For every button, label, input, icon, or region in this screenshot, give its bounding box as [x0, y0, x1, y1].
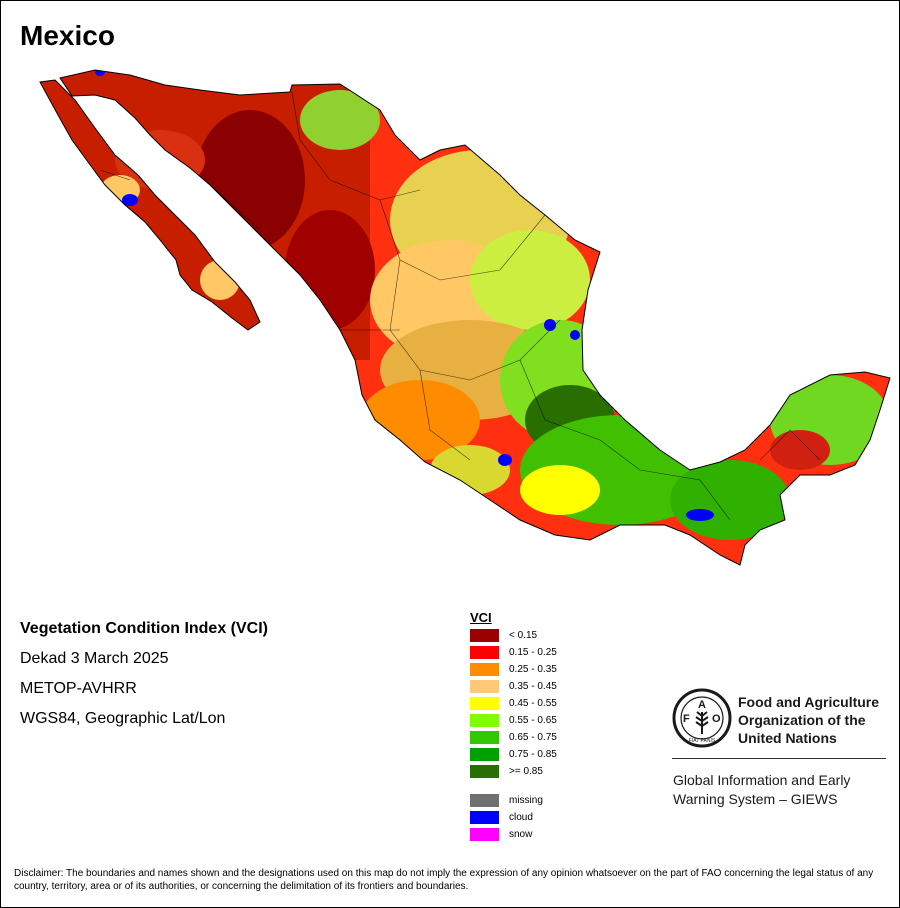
legend-label: cloud — [509, 812, 533, 823]
fao-letter-a: A — [698, 699, 706, 711]
legend-label: 0.15 - 0.25 — [509, 647, 557, 658]
index-name: Vegetation Condition Index (VCI) — [20, 620, 268, 637]
legend-classes: < 0.15 0.15 - 0.25 0.25 - 0.35 0.35 - 0.… — [470, 627, 557, 780]
legend-item: 0.25 - 0.35 — [470, 661, 557, 678]
legend-item: snow — [470, 826, 557, 843]
legend-extra: missing cloud snow — [470, 792, 557, 843]
legend-swatch — [470, 697, 499, 710]
legend-item: cloud — [470, 809, 557, 826]
fao-motto: FIAT PANIS — [689, 738, 716, 744]
legend-label: snow — [509, 829, 533, 840]
legend: VCI < 0.15 0.15 - 0.25 0.25 - 0.35 0.35 … — [470, 610, 557, 843]
legend-item: 0.55 - 0.65 — [470, 712, 557, 729]
legend-swatch — [470, 629, 499, 642]
legend-item: 0.45 - 0.55 — [470, 695, 557, 712]
divider — [672, 758, 886, 759]
legend-swatch — [470, 828, 499, 841]
disclaimer: Disclaimer: The boundaries and names sho… — [14, 868, 874, 892]
vci-map — [39, 69, 891, 566]
legend-label: >= 0.85 — [509, 766, 543, 777]
map-vci-raster — [40, 70, 890, 565]
system-line-1: Global Information and Early — [673, 772, 851, 788]
system-name: Global Information and Early Warning Sys… — [673, 771, 893, 809]
legend-swatch — [470, 748, 499, 761]
legend-title: VCI — [470, 610, 492, 625]
org-line-2: Organization of the — [738, 712, 866, 728]
map-title: Mexico — [20, 20, 115, 51]
legend-swatch — [470, 765, 499, 778]
state-boundaries — [99, 91, 821, 521]
period-label: Dekad 3 March 2025 — [20, 650, 169, 667]
org-line-1: Food and Agriculture — [738, 694, 880, 710]
legend-label: 0.55 - 0.65 — [509, 715, 557, 726]
legend-label: < 0.15 — [509, 630, 538, 641]
legend-label: 0.75 - 0.85 — [509, 749, 557, 760]
legend-label: missing — [509, 795, 543, 806]
fao-letter-o: O — [712, 713, 721, 725]
legend-label: 0.35 - 0.45 — [509, 681, 557, 692]
legend-swatch — [470, 731, 499, 744]
legend-item: < 0.15 — [470, 627, 557, 644]
legend-item: >= 0.85 — [470, 763, 557, 780]
legend-item: missing — [470, 792, 557, 809]
legend-label: 0.45 - 0.55 — [509, 698, 557, 709]
org-line-3: United Nations — [738, 730, 837, 746]
legend-item: 0.65 - 0.75 — [470, 729, 557, 746]
legend-swatch — [470, 680, 499, 693]
legend-item: 0.35 - 0.45 — [470, 678, 557, 695]
legend-swatch — [470, 714, 499, 727]
fao-letter-f: F — [683, 713, 690, 725]
legend-swatch — [470, 663, 499, 676]
fao-logo-icon: F A O FIAT PANIS — [672, 688, 732, 748]
legend-item: 0.75 - 0.85 — [470, 746, 557, 763]
legend-swatch — [470, 794, 499, 807]
legend-item: 0.15 - 0.25 — [470, 644, 557, 661]
map-info: Vegetation Condition Index (VCI) Dekad 3… — [20, 614, 268, 734]
projection-label: WGS84, Geographic Lat/Lon — [20, 710, 226, 727]
legend-spacer — [470, 780, 557, 792]
legend-label: 0.25 - 0.35 — [509, 664, 557, 675]
organization-name: Food and Agriculture Organization of the… — [738, 693, 879, 747]
legend-swatch — [470, 811, 499, 824]
system-line-2: Warning System – GIEWS — [673, 791, 838, 807]
sensor-label: METOP-AVHRR — [20, 680, 137, 697]
legend-swatch — [470, 646, 499, 659]
legend-label: 0.65 - 0.75 — [509, 732, 557, 743]
